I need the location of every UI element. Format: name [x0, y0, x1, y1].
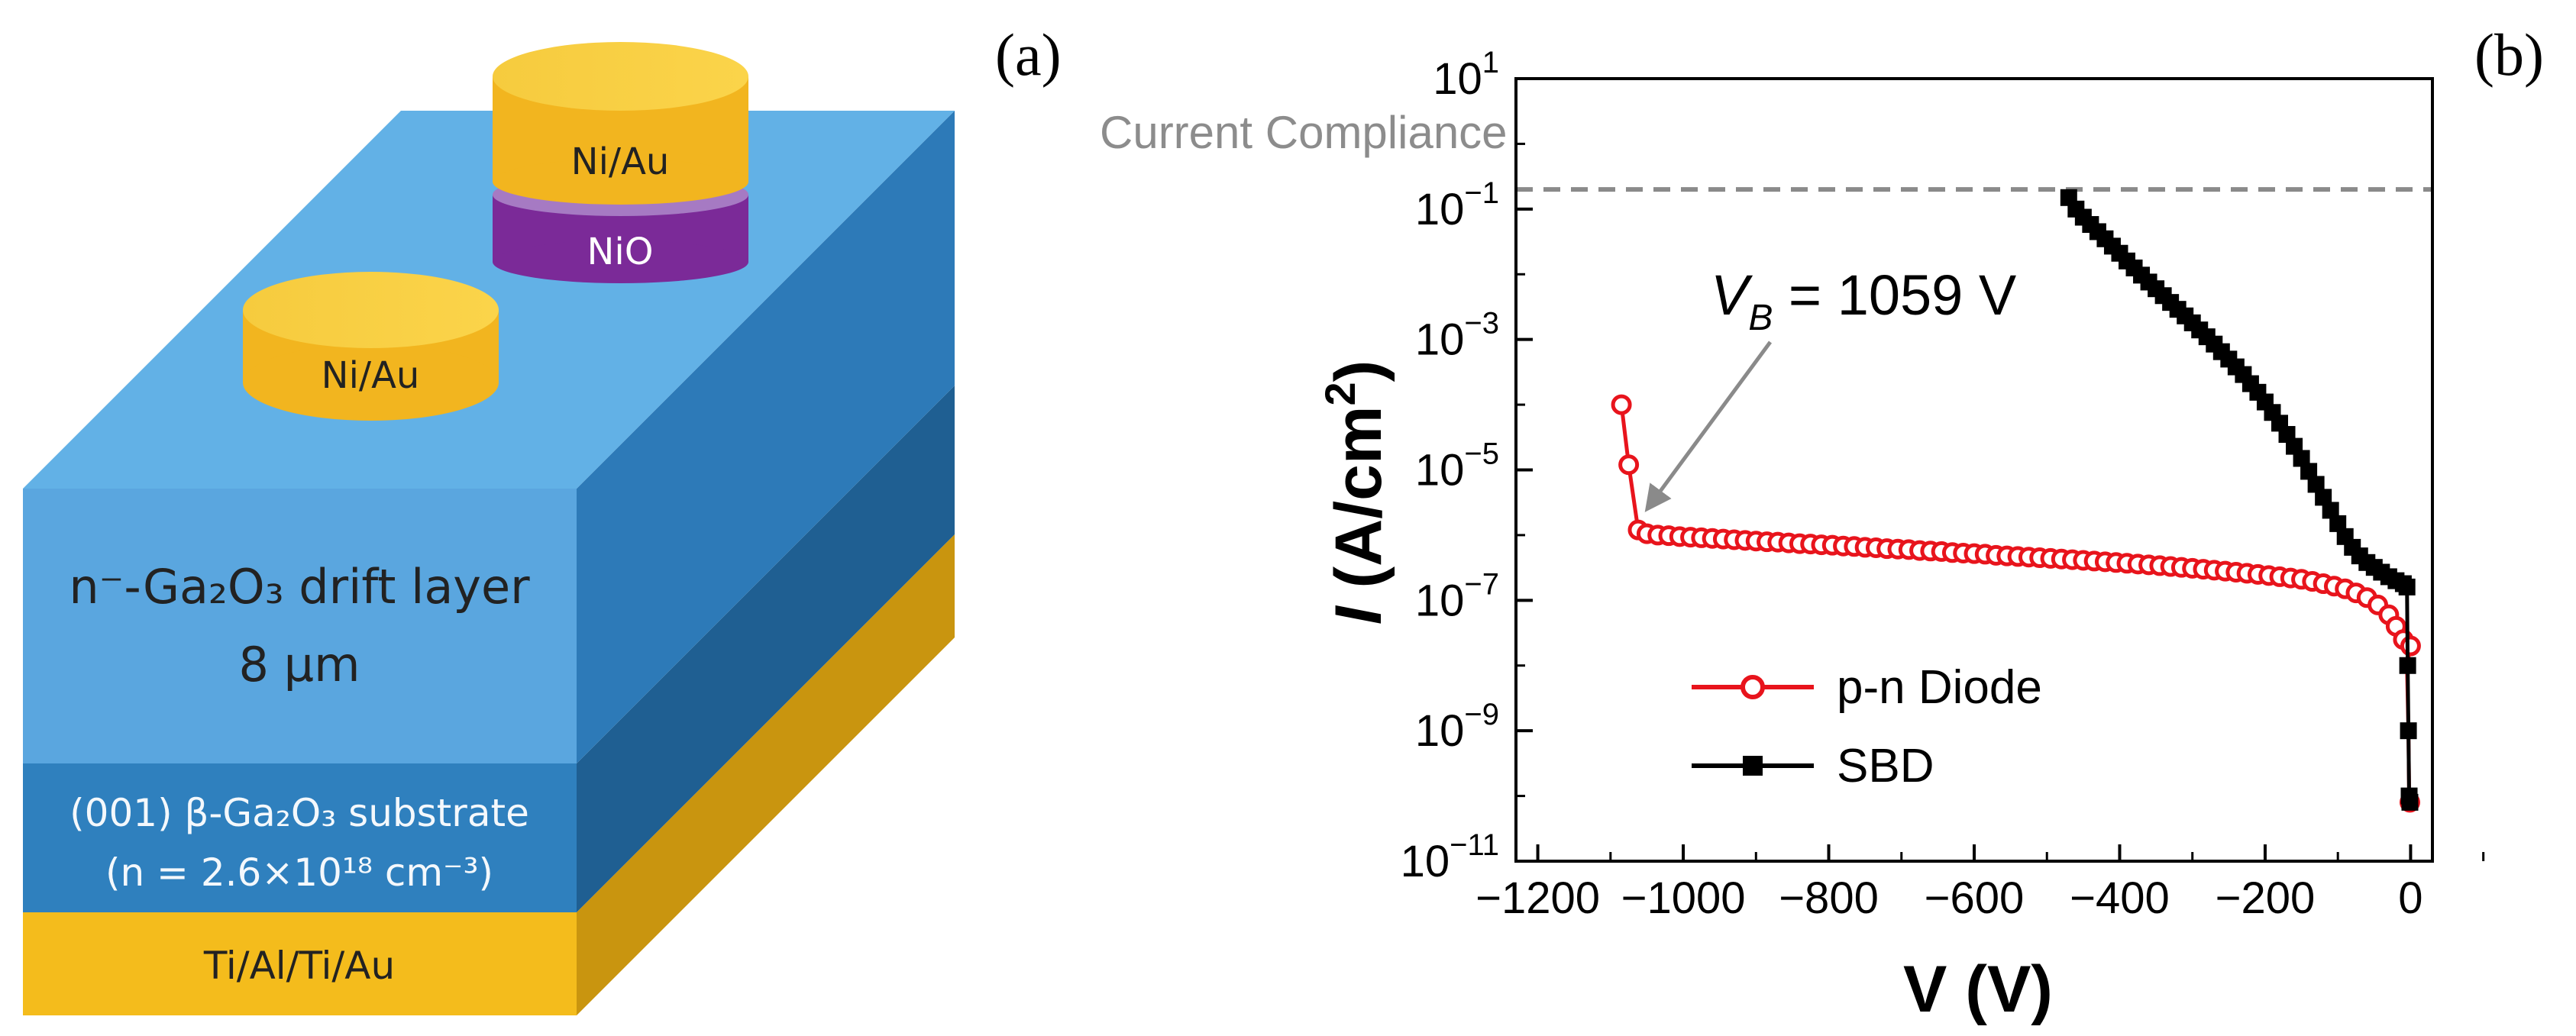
x-axis-ticks: −1200 −1000 −800 −600 −400 −200 0 — [1475, 844, 2485, 923]
x-tick-label: −600 — [1925, 873, 2025, 923]
data-point — [2293, 450, 2310, 467]
y-axis-title-close: ) — [1322, 360, 1395, 382]
series-line — [2067, 196, 2412, 803]
series-line — [1619, 404, 2413, 803]
y-tick-label: 10−1 — [1415, 176, 1499, 234]
substrate-front — [23, 763, 577, 912]
legend: p-n Diode SBD — [1692, 661, 2042, 792]
side-contact: Ni/Au — [243, 272, 499, 421]
legend-item-pn-diode: p-n Diode — [1692, 661, 2042, 714]
substrate-doping-label: (n = 2.6×10¹⁸ cm⁻³) — [105, 850, 493, 895]
x-tick-label: −1000 — [1621, 873, 1746, 923]
substrate-label: (001) β-Ga₂O₃ substrate — [69, 791, 529, 835]
y-tick-label: 101 — [1433, 46, 1499, 104]
series-layer — [1611, 189, 2421, 813]
legend-marker-pn-diode — [1740, 675, 1765, 699]
data-point — [2307, 476, 2325, 493]
plot-frame — [1514, 77, 2434, 863]
legend-item-sbd: SBD — [1692, 740, 1934, 792]
vb-value: = 1059 V — [1773, 263, 2017, 327]
data-point — [2401, 793, 2419, 811]
substrate-side — [577, 386, 955, 912]
vb-symbol: V — [1711, 263, 1753, 327]
legend-marker-sbd — [1743, 756, 1763, 776]
legend-label-pn-diode: p-n Diode — [1837, 661, 2042, 714]
drift-thickness-label: 8 µm — [239, 637, 360, 692]
drift-layer-label: n⁻-Ga₂O₃ drift layer — [69, 559, 530, 615]
data-point — [2300, 463, 2318, 480]
x-tick-label: 0 — [2398, 873, 2422, 923]
y-tick-label: 10−11 — [1401, 828, 1499, 886]
compliance-label: Current Compliance — [1100, 107, 1508, 158]
back-contact-label: Ti/Al/Ti/Au — [203, 944, 395, 988]
top-contact-label: Ni/Au — [571, 140, 670, 183]
data-point — [2329, 515, 2347, 532]
back-contact-side — [577, 534, 955, 1015]
y-axis-title: I (A/cm2) — [1316, 360, 1395, 625]
data-point — [1611, 394, 1632, 415]
x-tick-label: −400 — [2070, 873, 2170, 923]
panel-a-device-schematic: Ni/Au Ni/Au NiO n⁻-Ga₂O₃ drift layer 8 µ… — [23, 42, 955, 1015]
data-point — [1618, 454, 1640, 476]
data-point — [2315, 489, 2332, 506]
y-tick-label: 10−5 — [1415, 437, 1499, 495]
x-tick-label: −1200 — [1475, 873, 1600, 923]
x-tick-label: −800 — [1779, 873, 1879, 923]
panel-b-label: (b) — [2474, 21, 2544, 88]
data-point — [2400, 722, 2417, 740]
y-axis-title-unit: (A/cm — [1322, 406, 1395, 607]
legend-label-sbd: SBD — [1837, 740, 1934, 792]
vb-subscript: B — [1748, 298, 1773, 338]
y-axis-title-symbol: I — [1322, 605, 1395, 625]
nio-label: NiO — [587, 231, 653, 273]
vb-annotation: VB = 1059 V — [1711, 263, 2017, 338]
vb-arrow — [1644, 340, 1773, 512]
y-tick-label: 10−7 — [1415, 567, 1499, 625]
y-tick-label: 10−9 — [1415, 698, 1499, 756]
y-axis-ticks: 101 10−1 10−3 10−5 10−7 10−9 10−11 — [1401, 46, 1533, 886]
data-point — [2398, 578, 2416, 595]
drift-layer-front — [23, 489, 577, 763]
stacked-contact: Ni/Au NiO — [493, 42, 748, 283]
back-contact-front — [23, 912, 577, 1015]
y-tick-label: 10−3 — [1415, 307, 1499, 365]
x-tick-label: −200 — [2216, 873, 2316, 923]
data-point — [2322, 502, 2339, 519]
x-axis-title: V (V) — [1903, 953, 2053, 1026]
panel-a-label: (a) — [995, 21, 1062, 88]
data-point — [2400, 635, 2421, 657]
side-contact-label: Ni/Au — [322, 354, 420, 397]
y-axis-title-exp: 2 — [1316, 382, 1364, 405]
data-point — [2399, 657, 2416, 674]
series-sbd — [2060, 189, 2419, 811]
drift-layer-side — [577, 111, 955, 763]
